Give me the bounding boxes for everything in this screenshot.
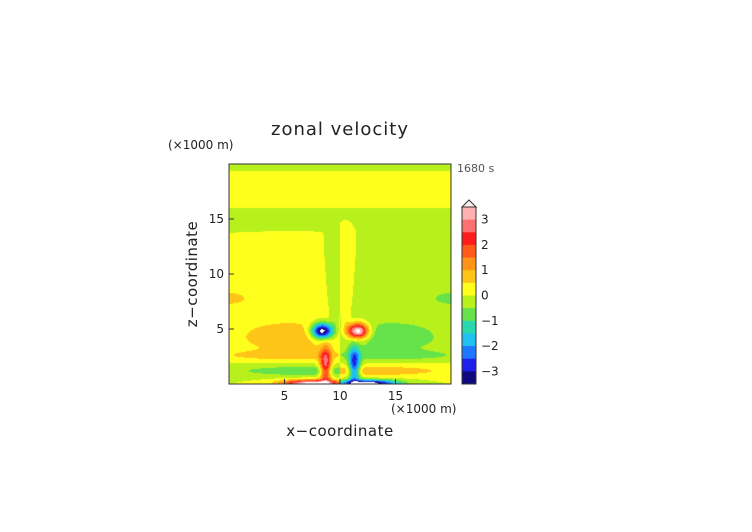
colorbar-extend-arrow <box>460 199 478 208</box>
colorbar-swatch <box>462 308 476 322</box>
colorbar-tick-label: −2 <box>481 339 499 353</box>
colorbar-tick-label: −3 <box>481 364 499 378</box>
colorbar-swatch <box>462 295 476 309</box>
colorbar-swatch <box>462 270 476 284</box>
y-axis-label: z−coordinate <box>183 221 201 327</box>
colorbar-tick-label: 1 <box>481 263 489 277</box>
colorbar-tick-label: 0 <box>481 289 489 303</box>
x-tick-label: 15 <box>388 389 403 403</box>
colorbar-swatch <box>462 244 476 258</box>
y-tick-label: 15 <box>209 212 224 226</box>
colorbar-tick-label: 2 <box>481 238 489 252</box>
colorbar: 3 2 1 0 −1 −2 −3 <box>460 199 499 385</box>
colorbar-swatch <box>462 207 476 220</box>
colorbar-tick-label: −1 <box>481 314 499 328</box>
y-tick-label: 5 <box>216 322 224 336</box>
colorbar-frame <box>461 206 477 385</box>
chart-title: zonal velocity <box>271 119 409 140</box>
time-label: 1680 s <box>457 162 494 175</box>
colorbar-swatch <box>462 371 476 385</box>
x-axis-ticks: 5 10 15 <box>281 379 403 403</box>
x-unit-label: (×1000 m) <box>391 402 456 416</box>
y-tick-label: 10 <box>209 267 224 281</box>
colorbar-swatch <box>462 257 476 271</box>
velocity-field <box>229 164 451 384</box>
x-axis-label: x−coordinate <box>286 422 393 440</box>
colorbar-swatch <box>462 232 476 246</box>
colorbar-swatch <box>462 219 476 233</box>
colorbar-tick-label: 3 <box>481 213 489 227</box>
z-unit-label: (×1000 m) <box>168 138 233 152</box>
colorbar-swatch <box>462 320 476 334</box>
colorbar-swatch <box>462 333 476 347</box>
colorbar-swatch <box>462 282 476 296</box>
x-tick-label: 10 <box>332 389 347 403</box>
x-tick-label: 5 <box>281 389 289 403</box>
plot-area <box>228 163 452 385</box>
colorbar-swatch <box>462 358 476 372</box>
y-axis-ticks: 5 10 15 <box>209 212 234 336</box>
colorbar-swatch <box>462 346 476 360</box>
